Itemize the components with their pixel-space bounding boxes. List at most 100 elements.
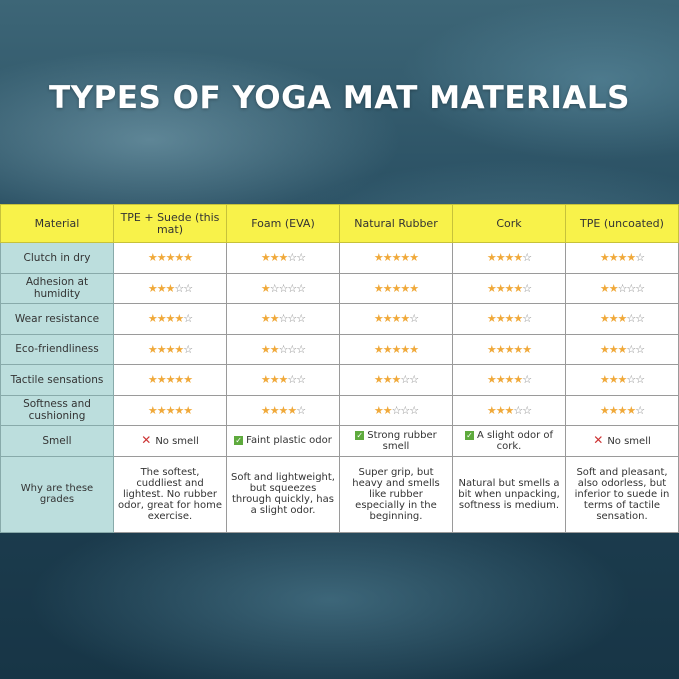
stars-icon: ★★☆☆☆ xyxy=(373,403,419,417)
stars-icon: ★★★★☆ xyxy=(486,251,532,265)
star-rating: ★★★★☆ xyxy=(452,242,566,274)
stars-icon: ★★☆☆☆ xyxy=(599,281,645,295)
stars-icon: ★★★★☆ xyxy=(486,373,532,387)
star-rating: ★★★☆☆ xyxy=(565,364,679,396)
smell-cell: ✓ Faint plastic odor xyxy=(226,425,340,457)
why-cell: The softest, cuddliest and lightest. No … xyxy=(113,455,227,533)
star-rating: ★★★★☆ xyxy=(113,333,227,365)
cross-icon: ✕ xyxy=(141,432,152,447)
stars-icon: ★★★★☆ xyxy=(486,281,532,295)
smell-cell: ✕ No smell xyxy=(565,425,679,457)
column-header: Foam (EVA) xyxy=(226,204,340,243)
row-label: Eco-friendliness xyxy=(0,333,114,365)
stars-icon: ★★★★★ xyxy=(486,342,532,356)
stars-icon: ★★★★☆ xyxy=(599,251,645,265)
stars-icon: ★★★★★ xyxy=(147,403,193,417)
column-header: TPE + Suede (this mat) xyxy=(113,204,227,243)
table-row: Tactile sensations ★★★★★ ★★★☆☆ ★★★☆☆ ★★★★☆ ★★… xyxy=(0,364,679,396)
star-rating: ★★☆☆☆ xyxy=(226,303,340,335)
stars-icon: ★★★☆☆ xyxy=(599,342,645,356)
stars-icon: ★★★★☆ xyxy=(260,403,306,417)
star-rating: ★★★★☆ xyxy=(113,303,227,335)
stars-icon: ★★★☆☆ xyxy=(373,373,419,387)
check-icon: ✓ xyxy=(464,430,474,440)
why-cell: Natural but smells a bit when unpacking,… xyxy=(452,455,566,533)
stars-icon: ★★★☆☆ xyxy=(260,251,306,265)
stars-icon: ★★★☆☆ xyxy=(599,373,645,387)
star-rating: ★★★☆☆ xyxy=(565,303,679,335)
star-rating: ★★★☆☆ xyxy=(565,333,679,365)
star-rating: ★★☆☆☆ xyxy=(339,394,453,426)
smell-text: No smell xyxy=(155,435,199,447)
row-label: Wear resistance xyxy=(0,303,114,335)
why-row: Why are these grades The softest, cuddlie… xyxy=(0,455,679,533)
smell-cell: ✓ Strong rubber smell xyxy=(339,425,453,457)
star-rating: ★★☆☆☆ xyxy=(226,333,340,365)
star-rating: ★★★★☆ xyxy=(452,364,566,396)
stars-icon: ★★★★☆ xyxy=(599,403,645,417)
star-rating: ★★★☆☆ xyxy=(113,272,227,304)
row-label: Softness and cushioning xyxy=(0,394,114,426)
row-label: Tactile sensations xyxy=(0,364,114,396)
row-label: Why are these grades xyxy=(0,455,114,533)
star-rating: ★★★☆☆ xyxy=(226,242,340,274)
star-rating: ★★☆☆☆ xyxy=(565,272,679,304)
column-header: TPE (uncoated) xyxy=(565,204,679,243)
table-row: Wear resistance ★★★★☆ ★★☆☆☆ ★★★★☆ ★★★★☆ ★★★☆☆ xyxy=(0,303,679,335)
star-rating: ★★★★★ xyxy=(113,394,227,426)
star-rating: ★★★★☆ xyxy=(565,394,679,426)
table-row: Softness and cushioning ★★★★★ ★★★★☆ ★★☆☆☆ ★★… xyxy=(0,394,679,426)
row-label: Adhesion at humidity xyxy=(0,272,114,304)
comparison-table: Material TPE + Suede (this mat) Foam (EVA)… xyxy=(0,204,679,533)
stars-icon: ★★★☆☆ xyxy=(599,312,645,326)
star-rating: ★★★☆☆ xyxy=(339,364,453,396)
stars-icon: ★★★★☆ xyxy=(147,342,193,356)
star-rating: ★★★★★ xyxy=(339,272,453,304)
column-header: Material xyxy=(0,204,114,243)
column-header: Cork xyxy=(452,204,566,243)
stars-icon: ★★★★★ xyxy=(373,281,419,295)
stars-icon: ★★★★★ xyxy=(147,251,193,265)
stars-icon: ★★★★☆ xyxy=(486,312,532,326)
smell-text: A slight odor of cork. xyxy=(476,429,554,452)
check-icon: ✓ xyxy=(355,430,365,440)
stars-icon: ★★★★★ xyxy=(147,373,193,387)
stars-icon: ★★☆☆☆ xyxy=(260,312,306,326)
table-row: Eco-friendliness ★★★★☆ ★★☆☆☆ ★★★★★ ★★★★★ ★★★☆… xyxy=(0,333,679,365)
stars-icon: ★★★★★ xyxy=(373,342,419,356)
star-rating: ★★★★★ xyxy=(339,242,453,274)
stars-icon: ★★★☆☆ xyxy=(147,281,193,295)
star-rating: ★★★★☆ xyxy=(339,303,453,335)
why-cell: Soft and pleasant, also odorless, but in… xyxy=(565,455,679,533)
smell-cell: ✓ A slight odor of cork. xyxy=(452,425,566,457)
stars-icon: ★★★★★ xyxy=(373,251,419,265)
stars-icon: ★★★☆☆ xyxy=(260,373,306,387)
column-header: Natural Rubber xyxy=(339,204,453,243)
star-rating: ★★★★★ xyxy=(452,333,566,365)
stars-icon: ★★★★☆ xyxy=(373,312,419,326)
smell-text: Faint plastic odor xyxy=(246,435,332,447)
cross-icon: ✕ xyxy=(593,432,604,447)
header-row: Material TPE + Suede (this mat) Foam (EVA)… xyxy=(0,204,679,243)
why-cell: Super grip, but heavy and smells like ru… xyxy=(339,455,453,533)
smell-cell: ✕ No smell xyxy=(113,425,227,457)
why-cell: Soft and lightweight, but squeezes throu… xyxy=(226,455,340,533)
star-rating: ★★★☆☆ xyxy=(226,364,340,396)
stars-icon: ★★★☆☆ xyxy=(486,403,532,417)
star-rating: ★★★★☆ xyxy=(452,272,566,304)
row-label: Clutch in dry xyxy=(0,242,114,274)
stars-icon: ★☆☆☆☆ xyxy=(260,281,306,295)
smell-text: No smell xyxy=(607,435,651,447)
stars-icon: ★★★★☆ xyxy=(147,312,193,326)
stars-icon: ★★☆☆☆ xyxy=(260,342,306,356)
table-row: Adhesion at humidity ★★★☆☆ ★☆☆☆☆ ★★★★★ ★★★★☆… xyxy=(0,272,679,304)
star-rating: ★★★★☆ xyxy=(452,303,566,335)
smell-text: Strong rubber smell xyxy=(367,429,437,452)
star-rating: ★★★★☆ xyxy=(226,394,340,426)
check-icon: ✓ xyxy=(234,436,244,446)
star-rating: ★★★★★ xyxy=(113,242,227,274)
star-rating: ★☆☆☆☆ xyxy=(226,272,340,304)
page-title: TYPES OF YOGA MAT MATERIALS xyxy=(49,80,630,116)
star-rating: ★★★★☆ xyxy=(565,242,679,274)
row-label: Smell xyxy=(0,425,114,457)
